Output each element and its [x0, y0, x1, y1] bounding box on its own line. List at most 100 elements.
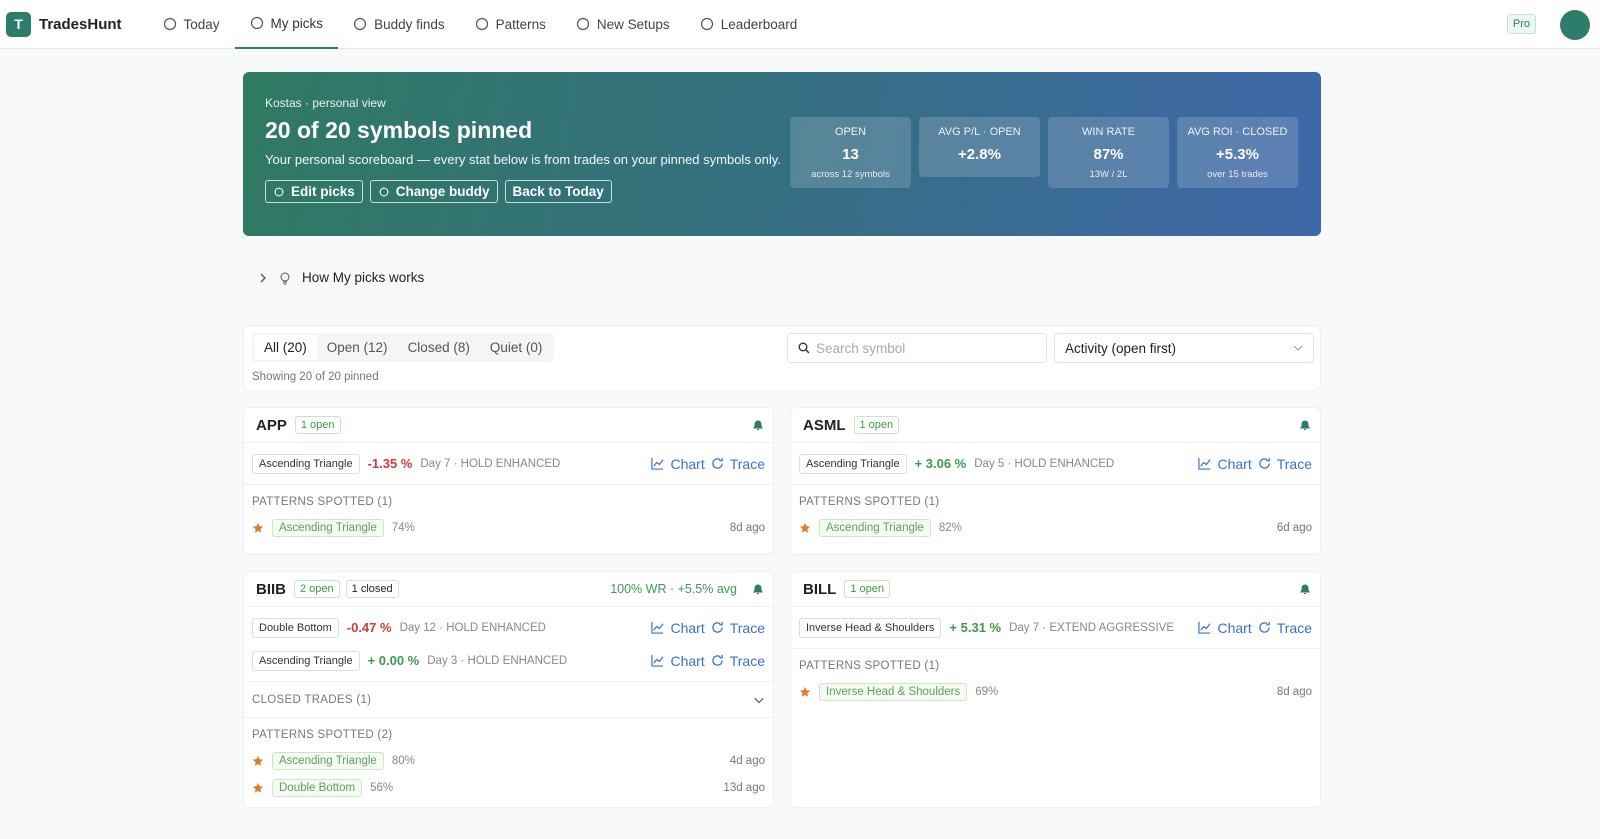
trade-link[interactable]: Trace: [711, 620, 765, 636]
pattern-tag: Inverse Head & Shoulders: [799, 617, 942, 638]
filter-tab[interactable]: Closed (8): [407, 340, 470, 355]
pattern-name: Ascending Triangle: [272, 751, 384, 770]
link-icon: [651, 654, 665, 667]
link-icon: [711, 654, 723, 666]
sort-select[interactable]: Activity (open first): [1054, 333, 1314, 363]
star-icon: [252, 782, 264, 793]
stats: OPEN 13 across 12 symbols AVG P/L · OPEN +2.…: [790, 117, 1298, 188]
pattern-row: Inverse Head & Shoulders 69% 8d ago: [799, 678, 1312, 705]
nav-label: Leaderboard: [720, 16, 798, 32]
trade-status: Day 12 · HOLD ENHANCED: [399, 621, 546, 634]
link-label: Trace: [729, 455, 765, 472]
pattern-age: 8d ago: [1276, 685, 1312, 698]
nav-item[interactable]: Today: [148, 0, 235, 49]
trade-row: Double Bottom -0.47 % Day 12 · HOLD ENHANC…: [244, 611, 773, 644]
symbol-card: BIIB 2 open 1 closed 100% WR · +5.5% avg Dou…: [243, 571, 774, 808]
trade-link[interactable]: Trace: [711, 456, 765, 472]
filter-tab[interactable]: All (20): [254, 335, 317, 360]
avatar[interactable]: [1560, 10, 1590, 40]
pattern-name: Inverse Head & Shoulders: [819, 682, 968, 701]
stat-sub: across 12 symbols: [811, 169, 890, 180]
alert-bell[interactable]: [751, 418, 765, 432]
trade-link[interactable]: Trace: [1258, 620, 1312, 636]
trade-links: Chart Trace: [651, 456, 765, 472]
trade-link[interactable]: Chart: [651, 456, 705, 472]
trade-link[interactable]: Chart: [651, 653, 705, 669]
pattern-confidence: 69%: [975, 685, 999, 698]
pl-value: + 3.06 %: [914, 456, 967, 471]
trade-link[interactable]: Trace: [711, 653, 765, 669]
alert-bell[interactable]: [751, 582, 765, 596]
link-icon: [1258, 457, 1270, 469]
button-icon: [274, 187, 284, 196]
link-label: Trace: [729, 619, 765, 636]
nav-item[interactable]: Patterns: [460, 0, 561, 49]
hero-button[interactable]: Back to Today: [504, 180, 612, 203]
nav-label: Patterns: [495, 16, 546, 32]
link-icon: [1198, 457, 1212, 470]
symbol[interactable]: BILL: [803, 580, 837, 598]
alert-bell[interactable]: [1298, 582, 1312, 596]
hero-button[interactable]: Change buddy: [369, 180, 498, 203]
brand[interactable]: TradesHunt: [39, 15, 122, 33]
patterns-spotted: PATTERNS SPOTTED (1) Ascending Triangle 82…: [791, 485, 1320, 547]
card-header: ASML 1 open: [791, 408, 1320, 443]
pattern-confidence: 82%: [938, 521, 962, 534]
stat-label: WIN RATE: [1082, 126, 1135, 138]
filter-tab[interactable]: Quiet (0): [489, 340, 543, 355]
stat-box: WIN RATE 87% 13W / 2L: [1048, 117, 1169, 188]
trade-links: Chart Trace: [1198, 456, 1312, 472]
search-icon: [798, 342, 810, 354]
trade-row: Ascending Triangle -1.35 % Day 7 · HOLD EN…: [244, 447, 773, 480]
link-label: Trace: [1276, 619, 1312, 636]
open-trades: Ascending Triangle -1.35 % Day 7 · HOLD EN…: [244, 443, 773, 485]
hero-title: 20 of 20 symbols pinned: [265, 117, 533, 143]
hero-button[interactable]: Edit picks: [265, 180, 363, 203]
pattern-name: Ascending Triangle: [272, 518, 384, 537]
trade-link[interactable]: Chart: [651, 620, 705, 636]
nav-icon: [700, 17, 713, 31]
nav-icon: [163, 17, 176, 31]
stat-value: 13: [842, 146, 859, 163]
search-placeholder: Search symbol: [816, 340, 906, 356]
pattern-confidence: 74%: [391, 521, 415, 534]
how-toggle[interactable]: How My picks works: [258, 270, 424, 285]
stat-label: AVG P/L · OPEN: [938, 126, 1021, 138]
nav-item[interactable]: Leaderboard: [685, 0, 813, 49]
patterns-label: PATTERNS SPOTTED (2): [252, 729, 393, 741]
filter-tab[interactable]: Open (12): [326, 340, 388, 355]
closed-trades-toggle[interactable]: CLOSED TRADES (1): [244, 682, 773, 718]
trade-status: Day 7 · HOLD ENHANCED: [420, 457, 561, 470]
card-header: BIIB 2 open 1 closed 100% WR · +5.5% avg: [244, 572, 773, 607]
symbol[interactable]: BIIB: [256, 580, 286, 598]
nav-item[interactable]: Buddy finds: [338, 0, 460, 49]
symbol[interactable]: ASML: [803, 416, 846, 434]
alert-bell[interactable]: [1298, 418, 1312, 432]
symbol[interactable]: APP: [256, 416, 287, 434]
pl-value: + 0.00 %: [367, 653, 420, 668]
open-trades: Ascending Triangle + 3.06 % Day 5 · HOLD E…: [791, 443, 1320, 485]
trade-row: Inverse Head & Shoulders + 5.31 % Day 7 · …: [791, 611, 1320, 644]
nav-item[interactable]: My picks: [234, 0, 339, 49]
status-badge: 1 open: [294, 416, 341, 434]
nav-icon: [576, 17, 589, 31]
stat-label: AVG ROI · CLOSED: [1187, 126, 1288, 138]
button-label: Back to Today: [512, 184, 604, 199]
pattern-age: 8d ago: [729, 521, 765, 534]
trade-link[interactable]: Chart: [1198, 456, 1252, 472]
card-header: BILL 1 open: [791, 572, 1320, 607]
pattern-age: 6d ago: [1276, 521, 1312, 534]
patterns-label: PATTERNS SPOTTED (1): [799, 660, 940, 672]
trade-link[interactable]: Trace: [1258, 456, 1312, 472]
search-input[interactable]: Search symbol: [787, 333, 1047, 363]
pattern-row: Ascending Triangle 82% 6d ago: [799, 514, 1312, 541]
trade-status: Day 5 · HOLD ENHANCED: [974, 457, 1115, 470]
status-badge: 2 open: [294, 580, 340, 598]
trade-link[interactable]: Chart: [1198, 620, 1252, 636]
link-icon: [711, 457, 723, 469]
logo[interactable]: T: [6, 11, 31, 37]
symbol-card: BILL 1 open Inverse Head & Shoulders + 5.31…: [790, 571, 1321, 808]
nav-item[interactable]: New Setups: [561, 0, 685, 49]
symbol-card: APP 1 open Ascending Triangle -1.35 % Day 7 …: [243, 407, 774, 555]
